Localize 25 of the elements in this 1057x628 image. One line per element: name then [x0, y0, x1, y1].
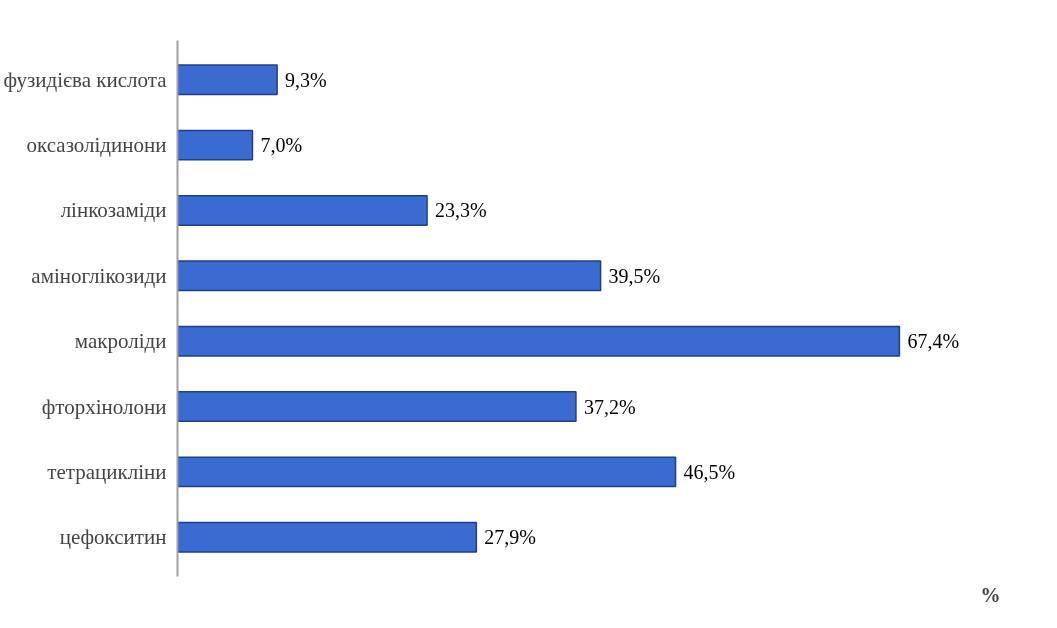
y-tick-label: тетрацикліни: [47, 459, 167, 484]
bar: [177, 325, 901, 357]
data-label: 27,9%: [484, 526, 537, 549]
data-label: 23,3%: [435, 199, 487, 222]
data-label: 39,5%: [608, 264, 661, 287]
data-label: 7,0%: [260, 134, 303, 157]
y-tick-label: аміноглікозиди: [31, 263, 167, 288]
y-tick-label: цефокситин: [59, 525, 167, 550]
data-label: 37,2%: [583, 395, 636, 418]
y-tick-label: фузидієва кислота: [3, 67, 168, 92]
data-label: 46,5%: [683, 460, 736, 483]
y-tick-label: оксазолідинони: [26, 133, 167, 158]
bar: [177, 521, 478, 553]
bar: [177, 391, 577, 423]
data-label: 67,4%: [907, 330, 960, 353]
y-tick-label: лінкозаміди: [60, 198, 167, 223]
x-axis-title: %: [980, 583, 1001, 606]
bar: [177, 194, 428, 226]
bar: [177, 129, 254, 161]
bar: [177, 64, 278, 96]
bar: [177, 456, 677, 488]
bar: [177, 260, 602, 292]
y-tick-label: макроліди: [74, 329, 167, 354]
y-tick-label: фторхінолони: [41, 394, 167, 419]
data-label: 9,3%: [285, 68, 327, 91]
